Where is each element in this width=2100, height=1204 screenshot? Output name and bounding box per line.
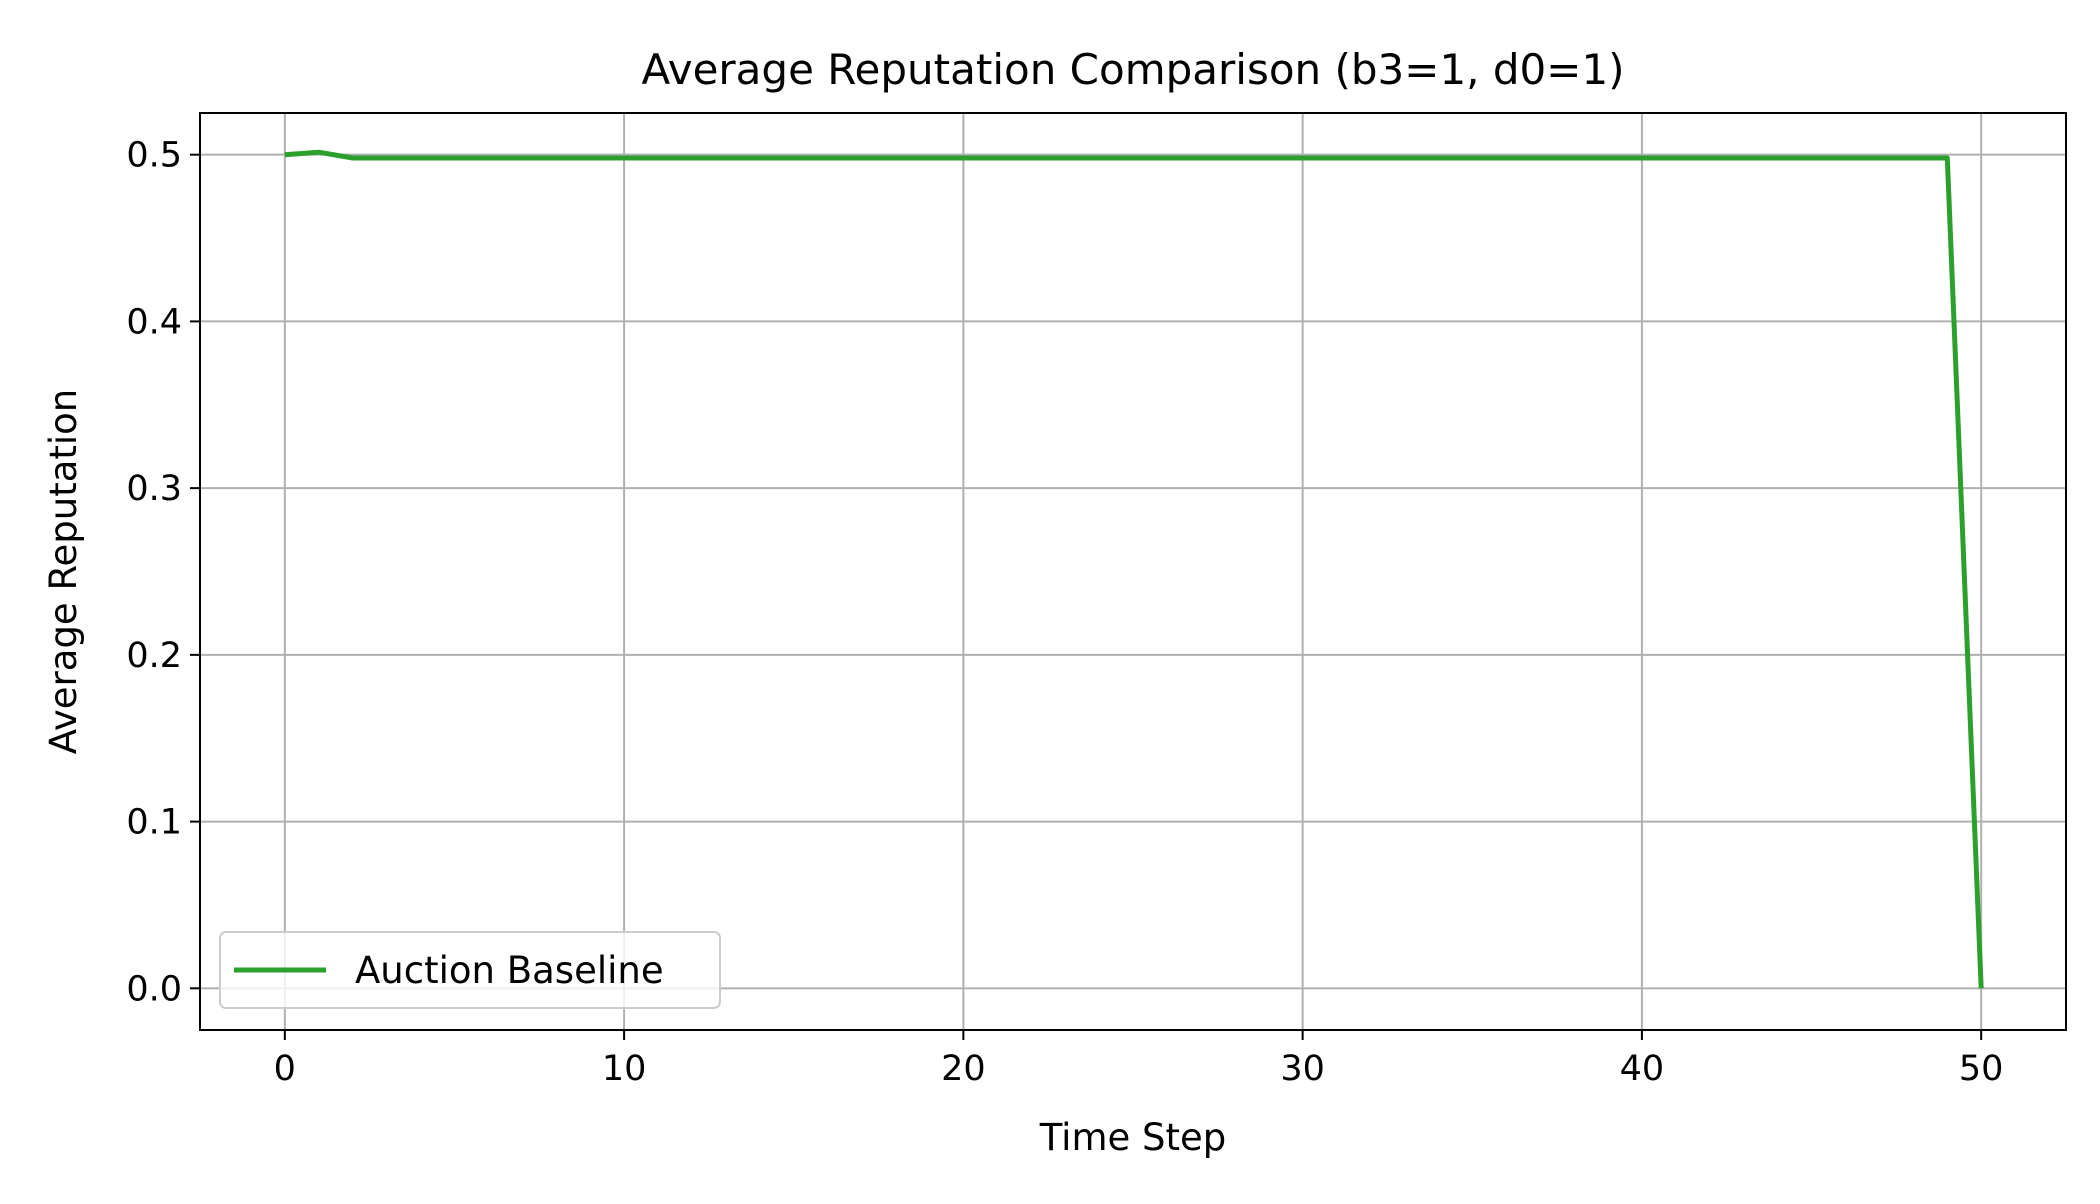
y-tick-label: 0.3 <box>126 469 182 509</box>
tick-layer: 0 10 20 30 40 50 0.0 0.1 0.2 0.3 0.4 0.5 <box>126 136 2003 1089</box>
y-tick-label: 0.2 <box>126 636 182 676</box>
y-tick-label: 0.5 <box>126 136 182 176</box>
plot-area-frame <box>199 112 2067 1031</box>
legend: Auction Baseline <box>219 931 721 1009</box>
x-tick-label: 0 <box>274 1049 296 1089</box>
x-tick-label: 10 <box>602 1049 647 1089</box>
y-tick-label: 0.1 <box>126 803 182 843</box>
chart-title: Average Reputation Comparison (b3=1, d0=… <box>641 45 1624 94</box>
series-layer <box>284 149 1984 989</box>
x-tick-label: 30 <box>1280 1049 1325 1089</box>
series-line-auction-baseline <box>284 149 1984 989</box>
y-axis-label: Average Reputation <box>42 389 85 755</box>
y-tick-label: 0.4 <box>126 302 182 342</box>
legend-box <box>219 931 721 1009</box>
x-tick-label: 40 <box>1620 1049 1665 1089</box>
x-tick-label: 20 <box>941 1049 986 1089</box>
legend-label-auction-baseline: Auction Baseline <box>355 949 664 992</box>
x-axis-label: Time Step <box>1039 1116 1227 1159</box>
x-tick-label: 50 <box>1959 1049 2004 1089</box>
y-tick-label: 0.0 <box>126 969 182 1009</box>
